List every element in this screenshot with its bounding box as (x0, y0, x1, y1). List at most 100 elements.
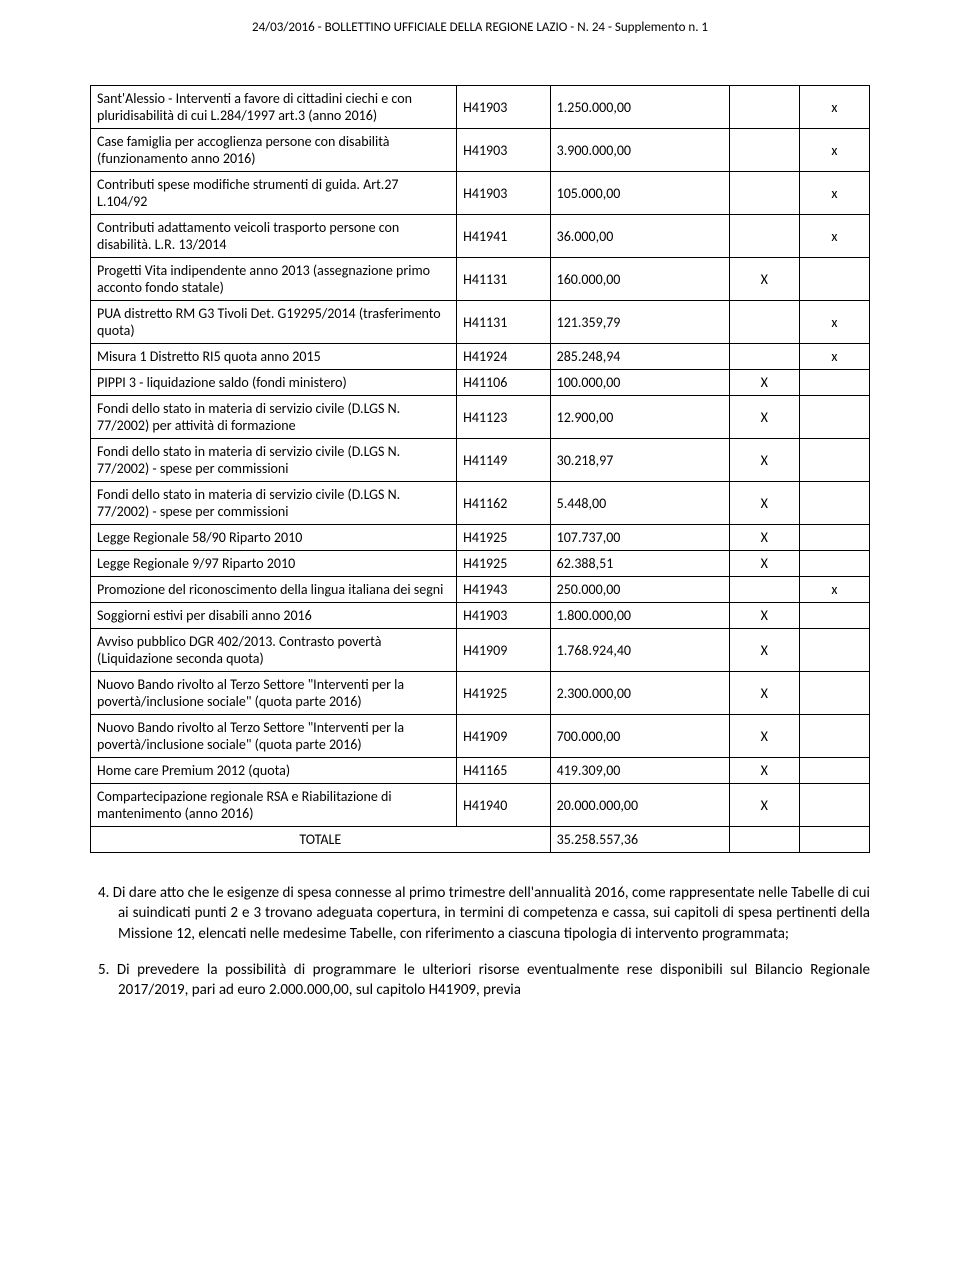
cell-desc: Nuovo Bando rivolto al Terzo Settore "In… (91, 672, 457, 715)
table-row: Fondi dello stato in materia di servizio… (91, 439, 870, 482)
cell-code: H41162 (457, 482, 550, 525)
table-row: PIPPI 3 - liquidazione saldo (fondi mini… (91, 370, 870, 396)
cell-desc: Sant'Alessio - Interventi a favore di ci… (91, 86, 457, 129)
cell-desc: PUA distretto RM G3 Tivoli Det. G19295/2… (91, 301, 457, 344)
cell-desc: PIPPI 3 - liquidazione saldo (fondi mini… (91, 370, 457, 396)
cell-mark-a: X (729, 551, 799, 577)
table-row: Nuovo Bando rivolto al Terzo Settore "In… (91, 715, 870, 758)
cell-mark-b (799, 672, 869, 715)
cell-mark-a (729, 172, 799, 215)
cell-code: H41106 (457, 370, 550, 396)
page-header: 24/03/2016 - BOLLETTINO UFFICIALE DELLA … (90, 20, 870, 35)
cell-mark-a: X (729, 439, 799, 482)
cell-amount: 1.250.000,00 (550, 86, 729, 129)
cell-mark-a (729, 344, 799, 370)
cell-code: H41925 (457, 672, 550, 715)
cell-amount: 250.000,00 (550, 577, 729, 603)
cell-amount: 62.388,51 (550, 551, 729, 577)
cell-amount: 5.448,00 (550, 482, 729, 525)
cell-code: H41925 (457, 525, 550, 551)
cell-amount: 105.000,00 (550, 172, 729, 215)
cell-mark-b (799, 603, 869, 629)
cell-mark-a (729, 577, 799, 603)
table-row: Fondi dello stato in materia di servizio… (91, 482, 870, 525)
cell-mark-a (729, 86, 799, 129)
cell-desc: Promozione del riconoscimento della ling… (91, 577, 457, 603)
data-table: Sant'Alessio - Interventi a favore di ci… (90, 85, 870, 853)
cell-mark-a: X (729, 784, 799, 827)
cell-code: H41149 (457, 439, 550, 482)
cell-desc: Home care Premium 2012 (quota) (91, 758, 457, 784)
cell-mark-b (799, 551, 869, 577)
table-row: Legge Regionale 58/90 Riparto 2010H41925… (91, 525, 870, 551)
cell-code: H41131 (457, 258, 550, 301)
cell-code: H41903 (457, 129, 550, 172)
table-row: Home care Premium 2012 (quota)H41165419.… (91, 758, 870, 784)
cell-mark-a: X (729, 525, 799, 551)
cell-code: H41943 (457, 577, 550, 603)
table-row: Legge Regionale 9/97 Riparto 2010H419256… (91, 551, 870, 577)
cell-desc: Legge Regionale 9/97 Riparto 2010 (91, 551, 457, 577)
cell-mark-b (799, 784, 869, 827)
cell-mark-b (799, 482, 869, 525)
cell-desc: Contributi spese modifiche strumenti di … (91, 172, 457, 215)
cell-mark-a (729, 129, 799, 172)
cell-code: H41123 (457, 396, 550, 439)
cell-amount: 160.000,00 (550, 258, 729, 301)
paragraph-5: 5. Di prevedere la possibilità di progra… (90, 960, 870, 1001)
cell-desc: Compartecipazione regionale RSA e Riabil… (91, 784, 457, 827)
cell-code: H41940 (457, 784, 550, 827)
cell-code: H41924 (457, 344, 550, 370)
total-value: 35.258.557,36 (550, 827, 729, 853)
cell-amount: 285.248,94 (550, 344, 729, 370)
table-row: Sant'Alessio - Interventi a favore di ci… (91, 86, 870, 129)
cell-desc: Legge Regionale 58/90 Riparto 2010 (91, 525, 457, 551)
table-row: Fondi dello stato in materia di servizio… (91, 396, 870, 439)
cell-mark-b (799, 758, 869, 784)
cell-mark-b (799, 715, 869, 758)
cell-amount: 3.900.000,00 (550, 129, 729, 172)
table-row: Nuovo Bando rivolto al Terzo Settore "In… (91, 672, 870, 715)
cell-mark-a: X (729, 715, 799, 758)
cell-code: H41131 (457, 301, 550, 344)
total-row: TOTALE35.258.557,36 (91, 827, 870, 853)
table-row: Avviso pubblico DGR 402/2013. Contrasto … (91, 629, 870, 672)
table-row: Promozione del riconoscimento della ling… (91, 577, 870, 603)
table-row: Compartecipazione regionale RSA e Riabil… (91, 784, 870, 827)
table-row: Contributi spese modifiche strumenti di … (91, 172, 870, 215)
cell-amount: 121.359,79 (550, 301, 729, 344)
cell-mark-b (799, 439, 869, 482)
cell-mark-b (799, 396, 869, 439)
cell-mark-b: x (799, 172, 869, 215)
cell-amount: 30.218,97 (550, 439, 729, 482)
cell-amount: 419.309,00 (550, 758, 729, 784)
cell-amount: 700.000,00 (550, 715, 729, 758)
cell-amount: 36.000,00 (550, 215, 729, 258)
cell-mark-b (799, 629, 869, 672)
cell-code: H41903 (457, 603, 550, 629)
cell-desc: Soggiorni estivi per disabili anno 2016 (91, 603, 457, 629)
cell-desc: Fondi dello stato in materia di servizio… (91, 482, 457, 525)
cell-mark-a: X (729, 258, 799, 301)
cell-mark-a: X (729, 603, 799, 629)
cell-mark-a (729, 215, 799, 258)
cell-amount: 12.900,00 (550, 396, 729, 439)
cell-mark-a (729, 301, 799, 344)
cell-amount: 100.000,00 (550, 370, 729, 396)
cell-mark-a: X (729, 482, 799, 525)
cell-amount: 1.800.000,00 (550, 603, 729, 629)
cell-amount: 20.000.000,00 (550, 784, 729, 827)
cell-desc: Fondi dello stato in materia di servizio… (91, 396, 457, 439)
cell-mark-b: x (799, 344, 869, 370)
table-row: Case famiglia per accoglienza persone co… (91, 129, 870, 172)
cell-code: H41909 (457, 629, 550, 672)
total-label: TOTALE (91, 827, 551, 853)
table-row: Progetti Vita indipendente anno 2013 (as… (91, 258, 870, 301)
cell-mark-b (799, 525, 869, 551)
cell-desc: Nuovo Bando rivolto al Terzo Settore "In… (91, 715, 457, 758)
cell-mark-a: X (729, 370, 799, 396)
cell-code: H41165 (457, 758, 550, 784)
cell-mark-a: X (729, 629, 799, 672)
table-row: Soggiorni estivi per disabili anno 2016H… (91, 603, 870, 629)
cell-mark-b: x (799, 129, 869, 172)
